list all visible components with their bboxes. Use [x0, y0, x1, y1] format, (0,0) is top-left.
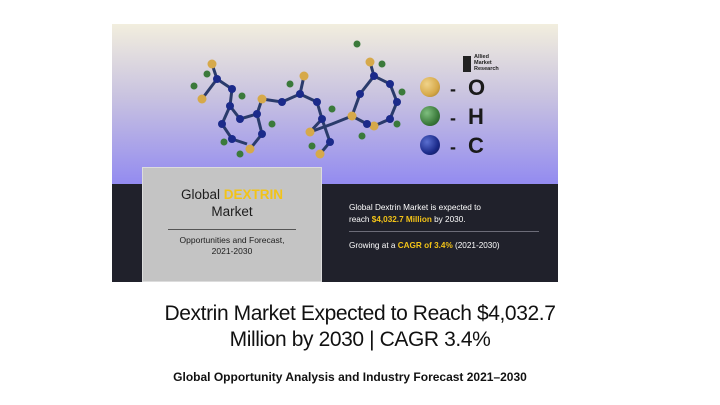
dextrin-banner-image: Allied Market Research - O - H - C Globa…	[112, 24, 558, 282]
logo-text-line: Allied	[474, 54, 489, 60]
page-title: Dextrin Market Expected to Reach $4,032.…	[164, 302, 556, 351]
page-subtitle: Global Opportunity Analysis and Industry…	[173, 370, 527, 384]
market-value-highlight: $4,032.7 Million	[371, 215, 432, 224]
allied-market-research-logo: Allied Market Research	[463, 54, 511, 76]
cagr-statement: Growing at a CAGR of 3.4% (2021-2030)	[349, 241, 500, 250]
legend-symbol: H	[468, 104, 484, 129]
banner-gradient-background	[112, 24, 558, 184]
cagr-highlight: CAGR of 3.4%	[397, 241, 453, 250]
market-value-statement: Global Dextrin Market is expected to rea…	[349, 203, 481, 224]
card-title: Global DEXTRIN	[180, 187, 284, 202]
card-divider	[168, 229, 296, 230]
logo-mark-icon	[463, 56, 471, 72]
card-title-highlight: DEXTRIN	[223, 187, 284, 202]
oxygen-atom-icon	[420, 77, 440, 97]
carbon-atom-icon	[420, 135, 440, 155]
card-title-line2: Market	[211, 204, 253, 219]
legend-symbol: C	[468, 133, 484, 158]
dextrin-molecule-illustration	[190, 40, 406, 159]
info-divider	[349, 231, 539, 232]
legend-symbol: O	[468, 75, 486, 100]
logo-text-line: Market	[474, 60, 492, 66]
hydrogen-atom-icon	[420, 106, 440, 126]
logo-text-line: Research	[474, 66, 499, 72]
report-title-card: Global DEXTRIN Market Opportunities and …	[142, 167, 322, 282]
card-opportunities: Opportunities and Forecast, 2021-2030	[179, 235, 285, 256]
